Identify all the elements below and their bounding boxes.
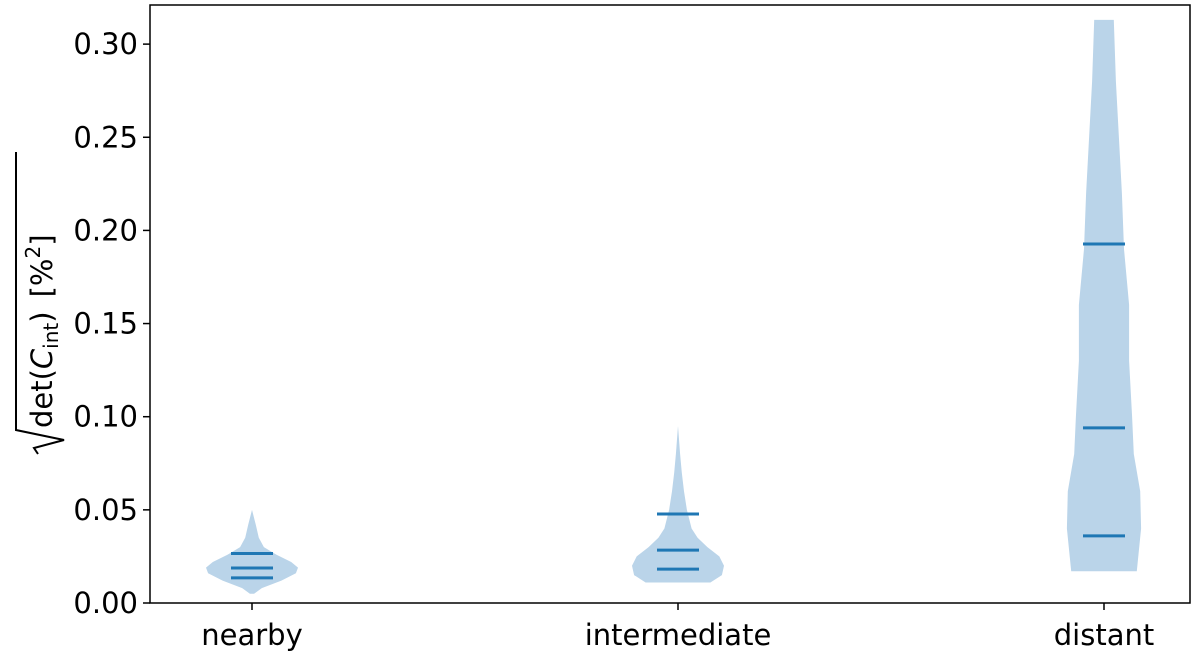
x-tick-label: intermediate [585, 618, 772, 652]
y-tick-label: 0.05 [73, 493, 138, 527]
violin-body [206, 509, 298, 594]
y-tick-label: 0.10 [73, 400, 138, 434]
y-tick-label: 0.25 [73, 120, 138, 154]
y-tick-label: 0.15 [73, 307, 138, 341]
x-tick-label: nearby [201, 618, 303, 652]
sqrt-sign [15, 152, 65, 455]
plot-frame [149, 4, 1191, 604]
y-tick-label: 0.20 [73, 213, 138, 247]
y-label-text: det(Cint)[%2] [21, 234, 63, 428]
y-axis-label: det(Cint)[%2] [15, 152, 65, 455]
y-tick-label: 0.30 [73, 27, 138, 61]
violin-body [632, 426, 724, 583]
violin-body [1066, 19, 1142, 572]
x-tick-label: distant [1054, 618, 1154, 652]
y-tick-label: 0.00 [73, 586, 138, 620]
